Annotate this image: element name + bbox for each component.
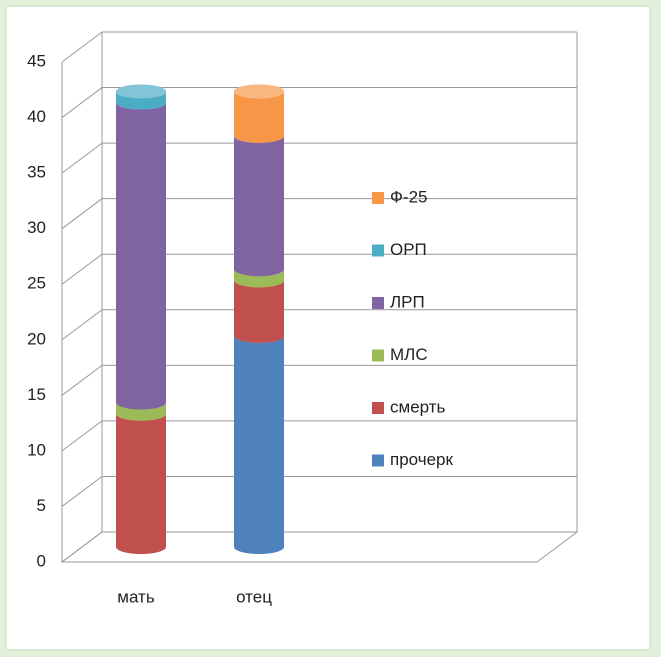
legend-swatch bbox=[372, 244, 384, 257]
bar-segment bbox=[116, 91, 166, 110]
grid-line bbox=[61, 531, 577, 563]
y-tick-label: 45 bbox=[27, 51, 46, 70]
bar-top bbox=[116, 84, 166, 99]
legend-swatch bbox=[372, 454, 384, 467]
grid-line bbox=[61, 253, 577, 285]
y-tick-label: 40 bbox=[27, 107, 46, 126]
chart-area bbox=[5, 5, 651, 651]
bar-segment bbox=[116, 402, 166, 421]
x-tick-label: мать bbox=[117, 587, 155, 606]
bar-top bbox=[234, 84, 284, 99]
y-tick-label: 10 bbox=[27, 440, 46, 459]
bar-segment bbox=[234, 269, 284, 288]
bar-segment bbox=[116, 102, 166, 410]
y-tick-label: 5 bbox=[37, 496, 46, 515]
grid-line bbox=[61, 364, 577, 396]
legend-swatch bbox=[372, 402, 384, 414]
bar-segment bbox=[234, 335, 284, 554]
grid-line bbox=[61, 198, 577, 230]
legend-swatch bbox=[372, 349, 384, 362]
grid-line bbox=[61, 475, 577, 507]
grid-line bbox=[61, 309, 577, 341]
legend-label: смерть bbox=[390, 397, 446, 416]
legend-label: ОРП bbox=[390, 240, 427, 259]
y-tick-label: 30 bbox=[27, 218, 46, 237]
bar-segment bbox=[234, 135, 284, 277]
y-tick-label: 25 bbox=[27, 274, 46, 293]
bar-segment bbox=[116, 413, 166, 554]
grid-line bbox=[61, 142, 577, 174]
bar-segment bbox=[234, 91, 284, 143]
legend-swatch bbox=[372, 192, 384, 204]
legend-label: ЛРП bbox=[390, 292, 425, 311]
y-tick-label: 20 bbox=[27, 329, 46, 348]
bar-segment bbox=[234, 280, 284, 343]
legend-swatch bbox=[372, 297, 384, 309]
x-tick-label: отец bbox=[236, 587, 272, 606]
legend-label: прочерк bbox=[390, 450, 454, 469]
legend-label: МЛС bbox=[390, 345, 428, 364]
grid-line bbox=[61, 420, 577, 452]
y-tick-label: 35 bbox=[27, 163, 46, 182]
grid-line bbox=[61, 31, 577, 63]
y-tick-label: 15 bbox=[27, 385, 46, 404]
grid-line bbox=[61, 87, 577, 118]
legend-label: Ф-25 bbox=[390, 187, 428, 206]
y-tick-label: 0 bbox=[37, 551, 46, 570]
